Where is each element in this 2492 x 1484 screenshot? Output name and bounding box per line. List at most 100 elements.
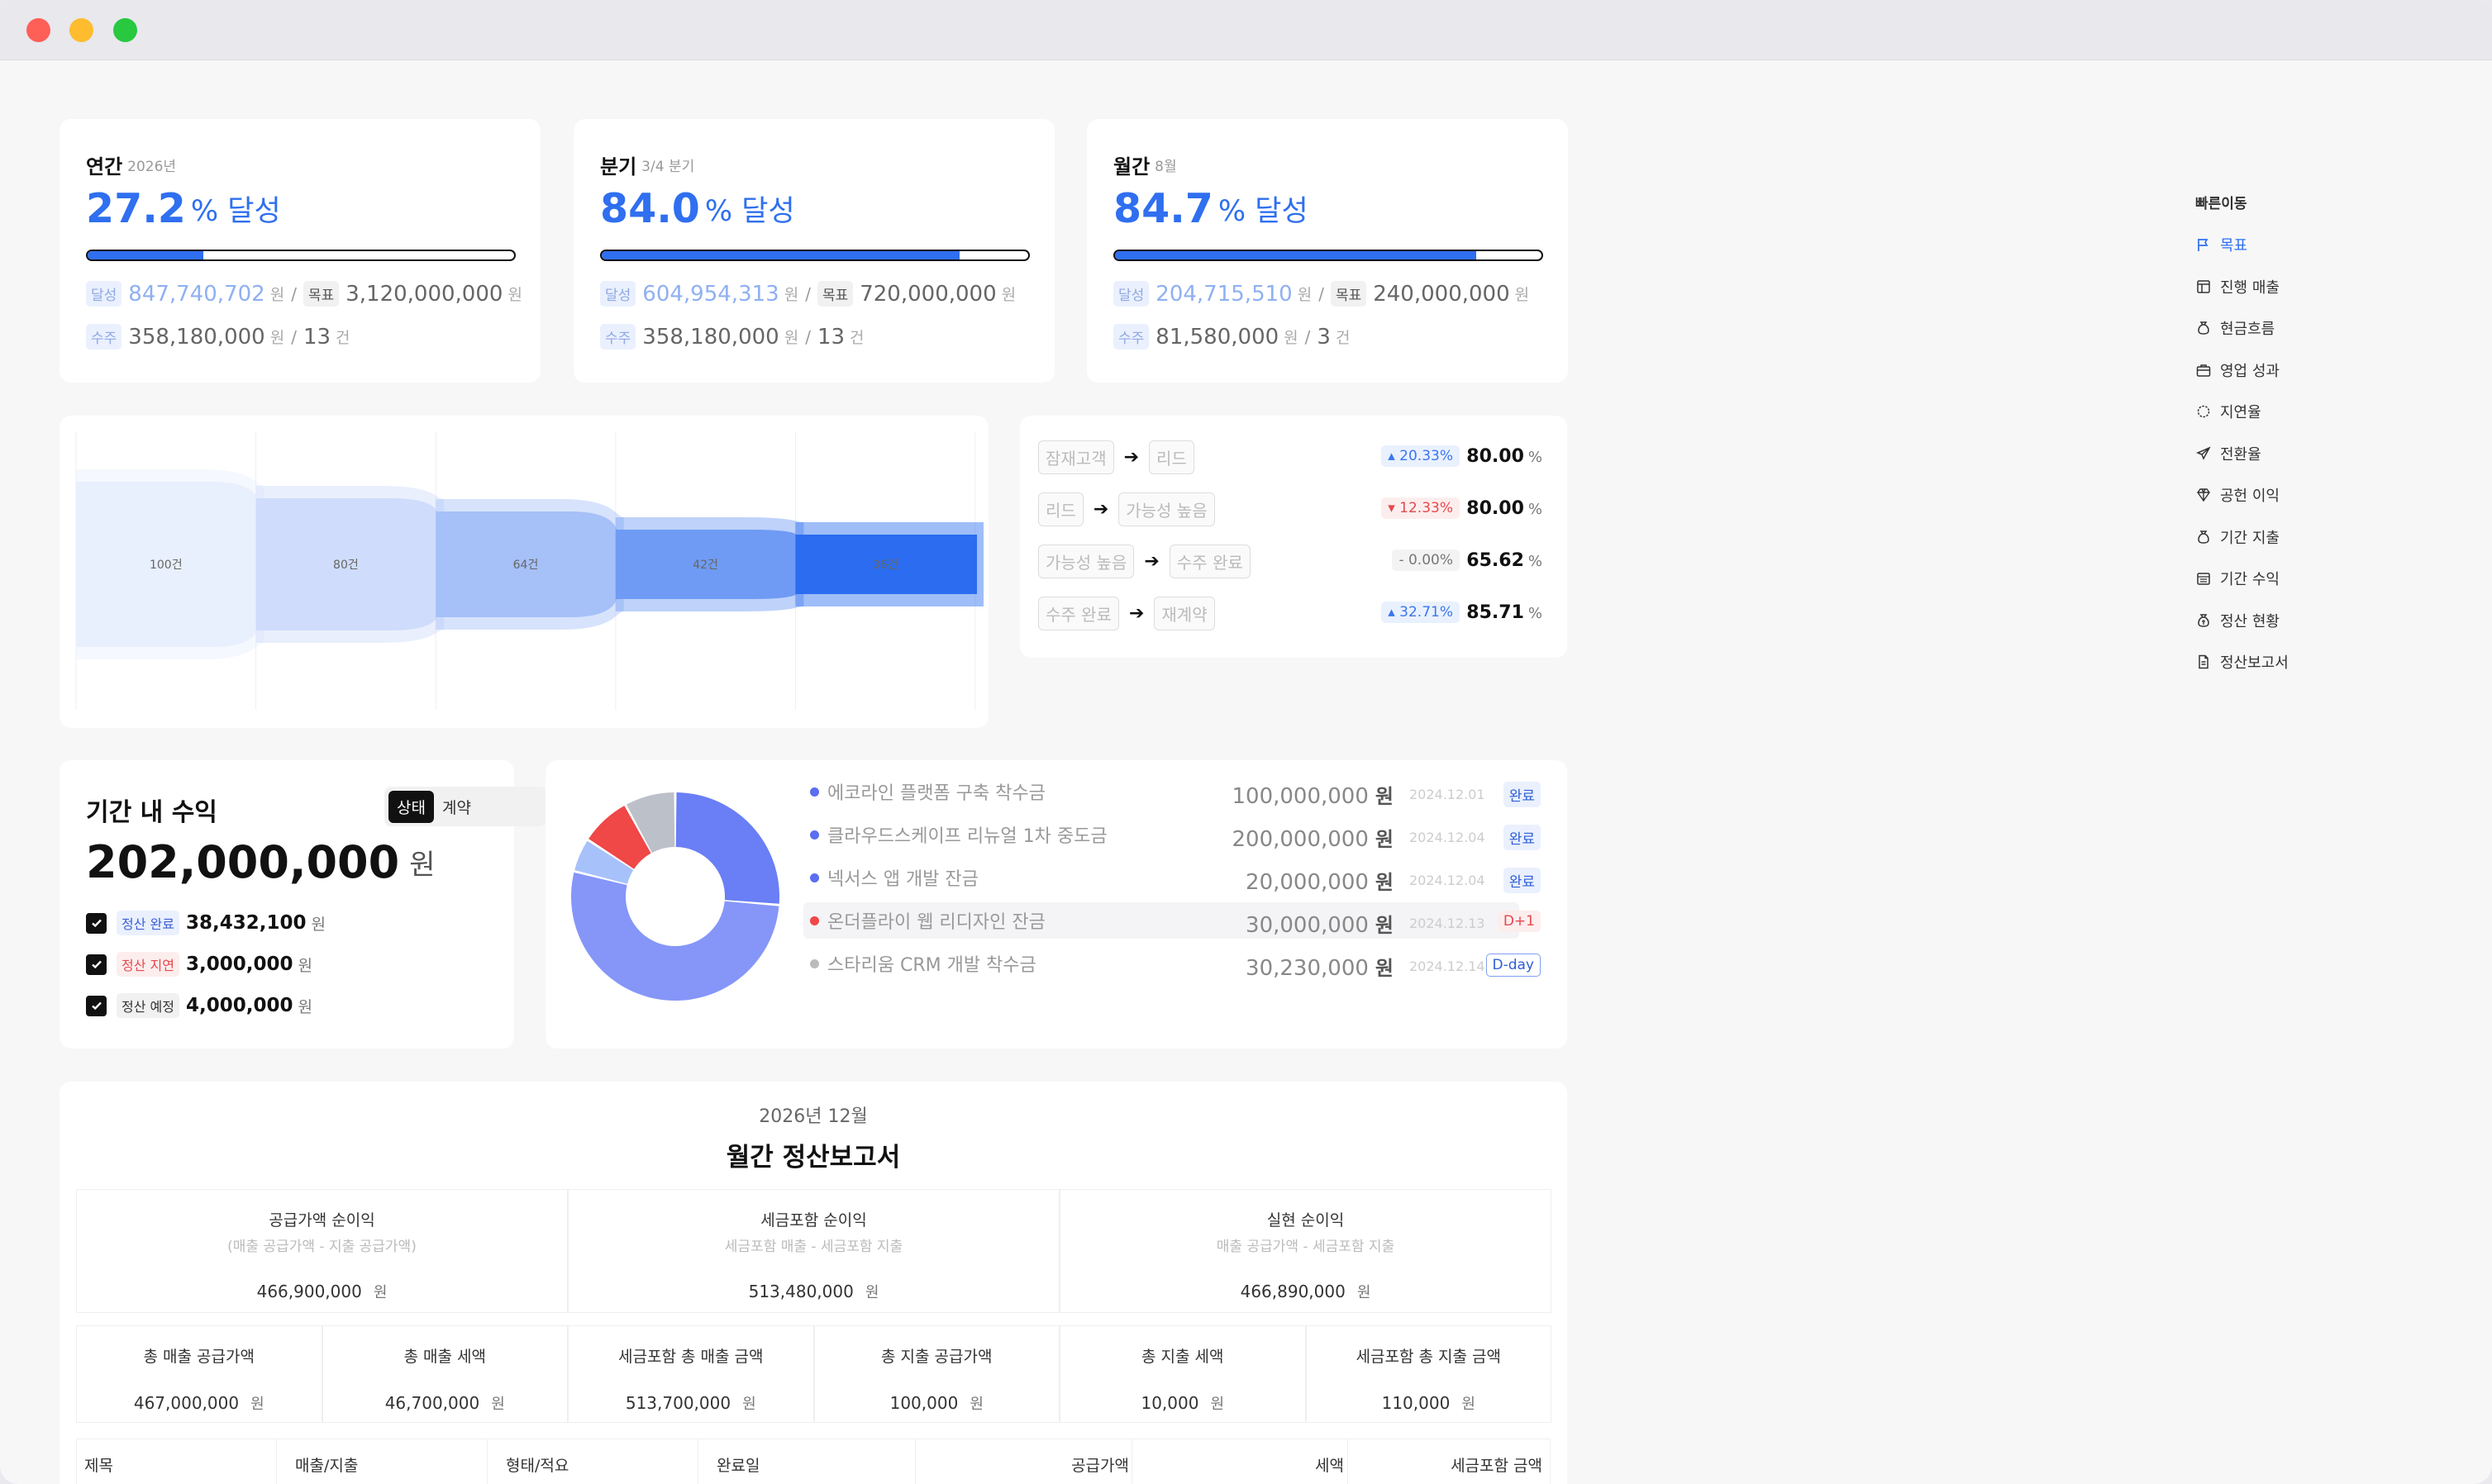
revenue-item: 정산 예정 4,000,000 원 bbox=[86, 993, 319, 1018]
unit-label: 원 bbox=[269, 286, 285, 304]
totals-label: 총 지출 공급가액 bbox=[881, 1348, 993, 1366]
payment-date: 2024.12.01 bbox=[1409, 787, 1485, 802]
donut-slice[interactable] bbox=[588, 806, 651, 869]
table-column-header[interactable]: 완료일 bbox=[717, 1457, 760, 1475]
quick-nav-item[interactable]: 기간 지출 bbox=[2195, 516, 2289, 559]
summary-value: 466,890,000 bbox=[1240, 1282, 1346, 1301]
goal-percent: 27.2 bbox=[86, 185, 186, 232]
payment-status-badge: D-day bbox=[1485, 954, 1541, 977]
summary-desc: (매출 공급가액 - 지출 공급가액) bbox=[227, 1239, 417, 1255]
totals-label: 세금포함 총 지출 금액 bbox=[1356, 1348, 1501, 1366]
payment-row[interactable]: 클라우드스케이프 리뉴얼 1차 중도금 bbox=[810, 818, 1108, 851]
quick-nav-item[interactable]: 진행 매출 bbox=[2195, 266, 2289, 308]
order-count: 13 bbox=[817, 324, 846, 350]
conversion-value: 65.62 bbox=[1466, 550, 1524, 571]
quick-nav-item[interactable]: 전환율 bbox=[2195, 433, 2289, 475]
report-title: 월간 정산보고서 bbox=[726, 1143, 901, 1172]
table-divider bbox=[276, 1439, 277, 1484]
goal-progress-bar bbox=[86, 250, 516, 261]
donut-slice[interactable] bbox=[571, 872, 779, 1001]
totals-label: 세금포함 총 매출 금액 bbox=[618, 1348, 764, 1366]
funnel-stage[interactable] bbox=[436, 511, 617, 617]
briefcase-icon bbox=[2196, 364, 2211, 377]
target-amount: 720,000,000 bbox=[860, 281, 997, 307]
arrow-right-icon: ➔ bbox=[1123, 447, 1140, 468]
conversion-from: 가능성 높음 bbox=[1038, 545, 1135, 578]
maximize-button[interactable] bbox=[113, 18, 137, 42]
toggle-status[interactable]: 상태 bbox=[388, 790, 434, 823]
quick-nav-item[interactable]: 공헌 이익 bbox=[2195, 474, 2289, 516]
count-unit: 건 bbox=[336, 329, 350, 347]
revenue-item: 정산 지연 3,000,000 원 bbox=[86, 952, 319, 977]
table-column-header[interactable]: 공급가액 bbox=[1071, 1457, 1129, 1475]
totals-cell: 세금포함 총 지출 금액 110,000 원 bbox=[1305, 1325, 1551, 1423]
totals-value-row: 46,700,000 원 bbox=[323, 1392, 568, 1414]
payment-amount: 100,000,000 bbox=[1232, 784, 1369, 809]
minimize-button[interactable] bbox=[69, 18, 93, 42]
goal-progress-fill bbox=[88, 251, 204, 259]
checkbox[interactable] bbox=[86, 995, 107, 1016]
quick-nav-item[interactable]: 정산보고서 bbox=[2195, 641, 2289, 683]
table-column-header[interactable]: 세금포함 금액 bbox=[1451, 1457, 1542, 1475]
totals-value-row: 10,000 원 bbox=[1060, 1392, 1305, 1414]
revenue-toggle[interactable]: 상태 계약 bbox=[384, 787, 546, 826]
payment-status-badge: 완료 bbox=[1503, 868, 1541, 893]
quick-nav-item[interactable]: 영업 성과 bbox=[2195, 350, 2289, 392]
conversion-to: 수주 완료 bbox=[1169, 545, 1251, 578]
quick-nav-item[interactable]: 현금흐름 bbox=[2195, 307, 2289, 350]
donut-slice[interactable] bbox=[675, 792, 779, 904]
check-icon bbox=[91, 960, 102, 969]
conversion-value-row: 85.71% bbox=[1466, 602, 1542, 623]
payment-title: 클라우드스케이프 리뉴얼 1차 중도금 bbox=[827, 826, 1108, 847]
revenue-item: 정산 완료 38,432,100 원 bbox=[86, 911, 332, 935]
close-button[interactable] bbox=[26, 18, 50, 42]
conversion-row: 가능성 높음 ➔ 수주 완료 bbox=[1038, 545, 1251, 578]
achieved-amount: 204,715,510 bbox=[1155, 281, 1293, 307]
payment-date: 2024.12.13 bbox=[1409, 916, 1485, 931]
goal-period: 2026년 bbox=[127, 159, 177, 175]
checkbox[interactable] bbox=[86, 912, 107, 934]
table-column-header[interactable]: 매출/지출 bbox=[295, 1457, 359, 1475]
payment-row[interactable]: 온더플라이 웹 리디자인 잔금 bbox=[810, 904, 1046, 937]
donut-slice[interactable] bbox=[626, 792, 675, 853]
payment-row[interactable]: 스타리움 CRM 개발 착수금 bbox=[810, 947, 1036, 980]
checkbox[interactable] bbox=[86, 954, 107, 975]
goal-progress-bar bbox=[600, 250, 1030, 261]
coin-bag-icon bbox=[2198, 614, 2209, 627]
unit-label: 원 bbox=[1375, 914, 1394, 937]
totals-value-row: 467,000,000 원 bbox=[77, 1392, 322, 1414]
quick-nav-item[interactable]: 지연율 bbox=[2195, 391, 2289, 433]
summary-desc: 세금포함 매출 - 세금포함 지출 bbox=[724, 1239, 903, 1255]
toggle-contract[interactable]: 계약 bbox=[441, 798, 471, 817]
table-column-header[interactable]: 세액 bbox=[1315, 1457, 1344, 1475]
summary-label: 세금포함 순이익 bbox=[760, 1211, 867, 1230]
conversion-row: 잠재고객 ➔ 리드 bbox=[1038, 440, 1194, 474]
unit-label: 원 bbox=[507, 286, 522, 304]
quick-nav-item[interactable]: 정산 현황 bbox=[2195, 600, 2289, 642]
separator: / bbox=[291, 283, 297, 304]
funnel-stage[interactable] bbox=[795, 535, 977, 594]
totals-label: 총 지출 세액 bbox=[1141, 1348, 1224, 1366]
donut-slice[interactable] bbox=[574, 840, 634, 884]
unit-label: 원 bbox=[1375, 828, 1394, 851]
table-column-header[interactable]: 제목 bbox=[84, 1457, 113, 1475]
funnel-stage[interactable] bbox=[255, 498, 438, 630]
table-column-header[interactable]: 형태/적요 bbox=[506, 1457, 569, 1475]
payment-row[interactable]: 넥서스 앱 개발 잔금 bbox=[810, 861, 979, 894]
funnel-stage[interactable] bbox=[615, 530, 798, 599]
quick-nav-item[interactable]: 목표 bbox=[2195, 224, 2289, 266]
funnel-stage[interactable] bbox=[76, 482, 258, 647]
table-header-row bbox=[76, 1439, 1551, 1484]
payment-amount-row: 30,000,000 원 bbox=[1246, 909, 1394, 938]
achieved-tag: 달성 bbox=[1113, 281, 1150, 307]
payment-row[interactable]: 에코라인 플랫폼 구축 착수금 bbox=[810, 775, 1046, 808]
goal-order-row: 수주 81,580,000 원 / 3 건 bbox=[1113, 324, 1356, 350]
quick-nav-item[interactable]: 기간 수익 bbox=[2195, 558, 2289, 600]
goal-card: 월간 8월 84.7% 달성 달성 204,715,510 원 / 목표 240,000,000… bbox=[1087, 119, 1568, 383]
payment-amount: 30,230,000 bbox=[1246, 956, 1369, 981]
payment-date: 2024.12.04 bbox=[1409, 873, 1485, 888]
goal-percent-row: 84.0% 달성 bbox=[600, 185, 795, 232]
quick-nav-label: 영업 성과 bbox=[2220, 362, 2280, 380]
summary-label: 공급가액 순이익 bbox=[269, 1211, 375, 1230]
unit-label: 원 bbox=[784, 286, 799, 304]
